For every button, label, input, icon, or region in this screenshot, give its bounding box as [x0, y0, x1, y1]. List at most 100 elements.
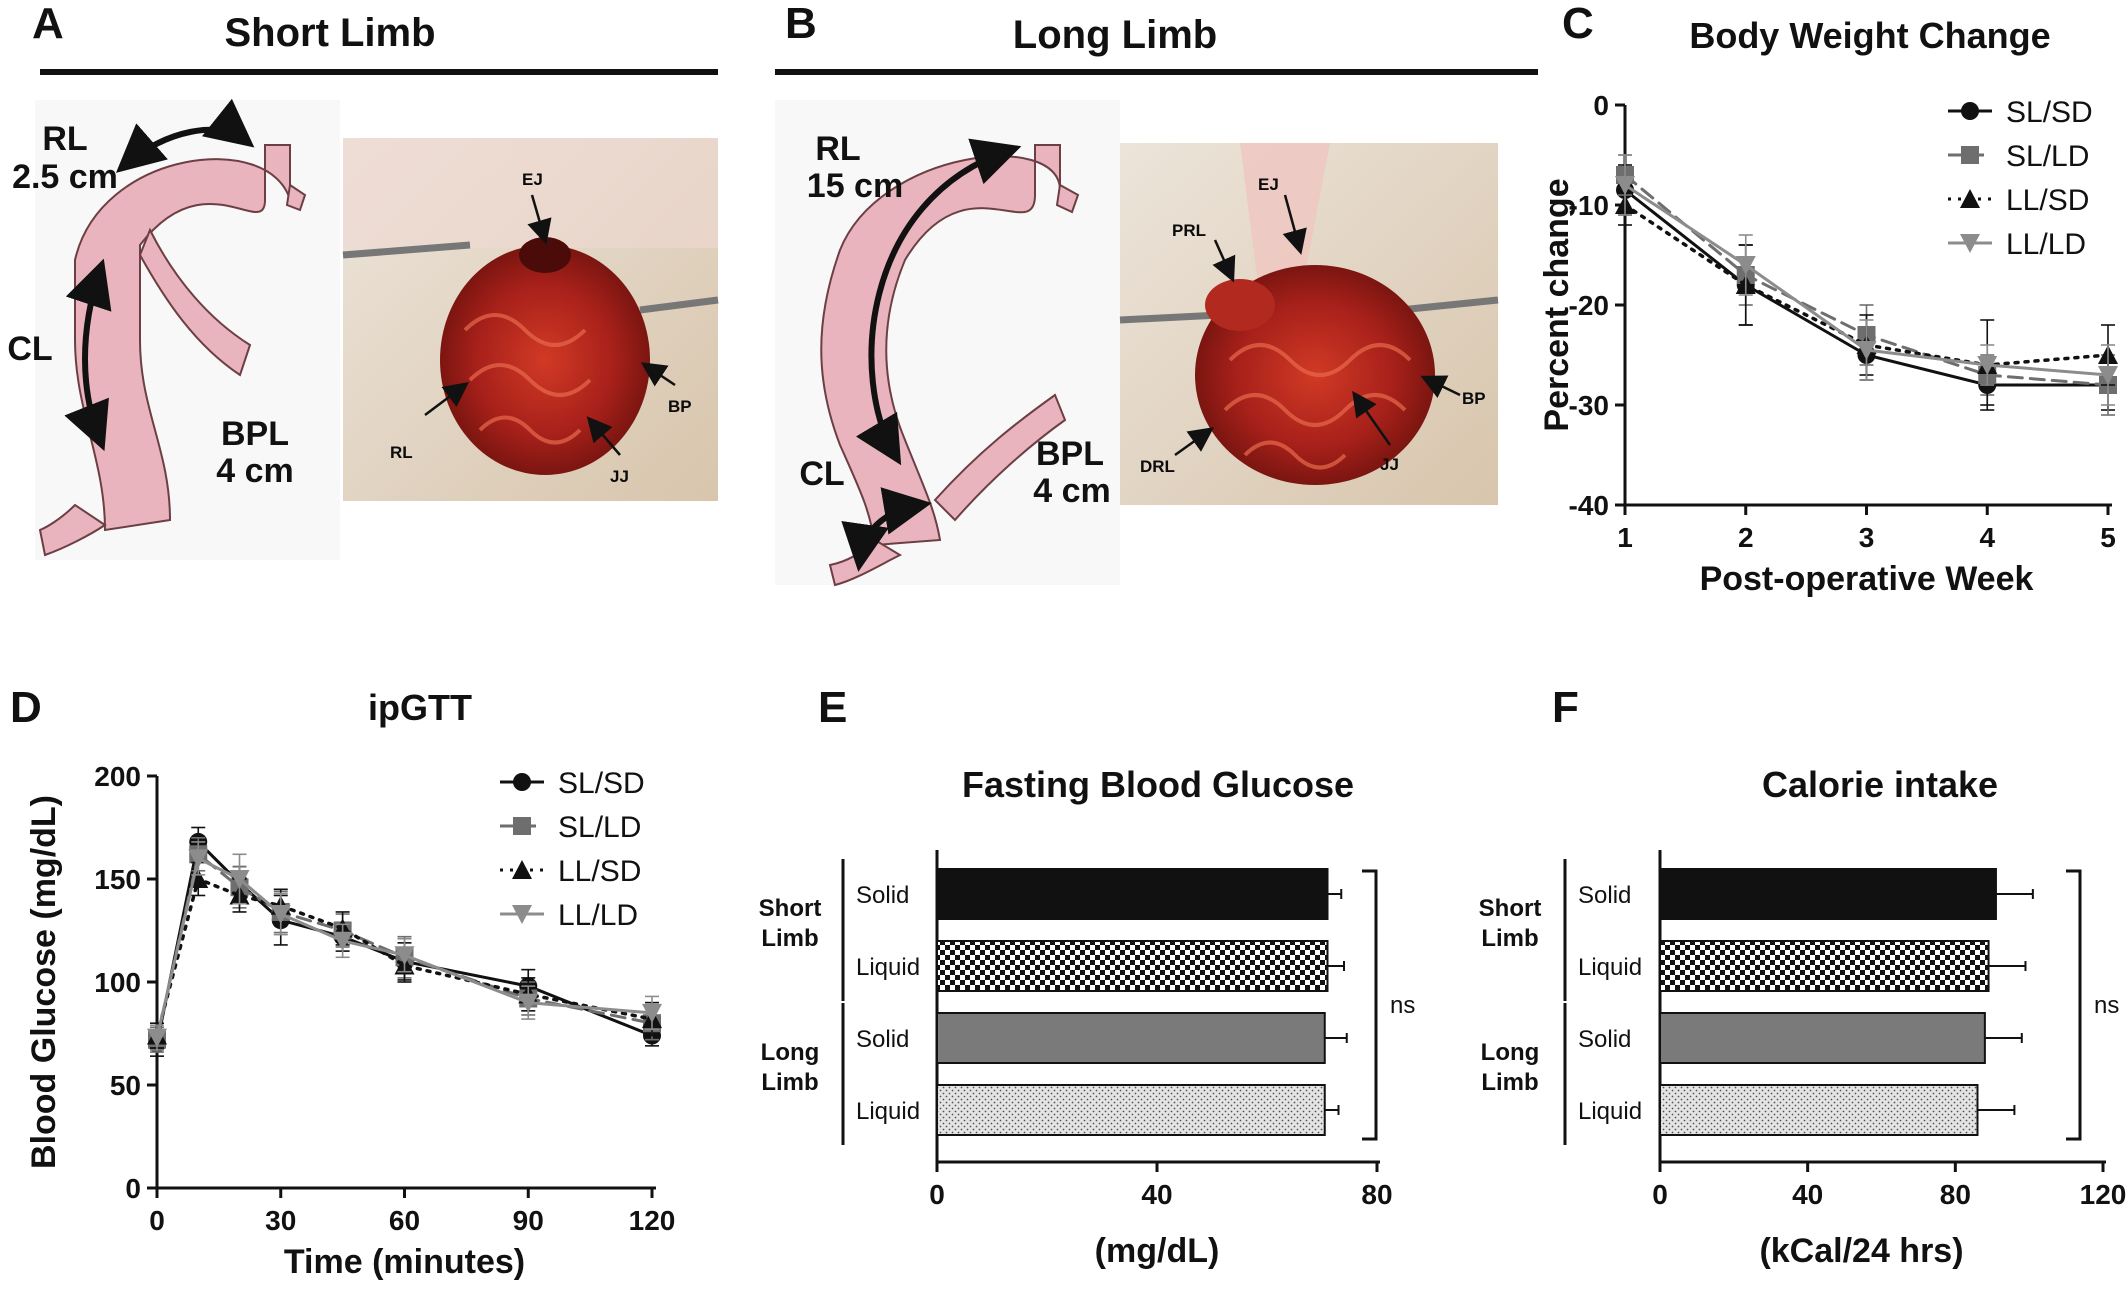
series-ll-ld — [147, 841, 662, 1051]
rl-length-label: 2.5 cm — [12, 158, 118, 196]
intestine-loop-2 — [468, 363, 592, 397]
legend-marker — [512, 905, 532, 924]
legend-label: LL/LD — [2006, 228, 2086, 261]
y-tick-label: -20 — [1569, 290, 1609, 321]
bp-pointer — [640, 362, 676, 387]
category-label: Liquid — [856, 1098, 920, 1125]
legend-marker — [513, 773, 531, 791]
stomach-pouch-long — [1055, 183, 1080, 214]
photo-label-ej-b: EJ — [1258, 175, 1279, 194]
legend-label: LL/SD — [2006, 184, 2089, 217]
category-label: Solid — [1578, 1026, 1631, 1053]
x-tick-label: 2 — [1738, 522, 1754, 553]
x-tick-label: 40 — [1792, 1179, 1823, 1210]
bar-group-1: Solid — [856, 868, 1343, 920]
legend-entry-sl-sd: SL/SD — [500, 767, 645, 800]
panel-a-title: Short Limb — [224, 11, 435, 55]
data-point-ll-ld — [188, 849, 209, 869]
x-axis-title: Time (minutes) — [284, 1243, 525, 1281]
rl-pointer — [424, 382, 469, 416]
bar-group-3: Solid — [1578, 1012, 2023, 1064]
photo-label-jj-b: JJ — [1380, 455, 1399, 474]
bar-short-limb-liquid — [936, 940, 1329, 992]
category-label: Solid — [1578, 882, 1631, 909]
bp-pointer-b — [1420, 375, 1461, 398]
x-tick-label: 1 — [1617, 522, 1633, 553]
bar-group-4: Liquid — [1578, 1084, 2016, 1136]
series-line-ll-sd — [155, 876, 654, 1038]
y-axis-title: Blood Glucose (mg/dL) — [25, 795, 63, 1169]
x-tick-label: 90 — [513, 1205, 544, 1236]
x-axis-title: Post-operative Week — [1700, 560, 2034, 598]
significance-bracket — [2066, 869, 2082, 1141]
panel-letter-c: C — [1562, 0, 1594, 48]
panel-letter-a: A — [32, 0, 64, 48]
chart-ipgtt: 0 50 100 150 200 0 30 60 90 120 ipGTT Time (minutes… — [25, 687, 675, 1281]
y-tick-label: -40 — [1569, 490, 1609, 521]
photo-label-prl-b: PRL — [1172, 221, 1206, 240]
retractor-left — [342, 241, 471, 259]
x-tick-label: 0 — [149, 1205, 165, 1236]
group-label-long-limb: Long — [1481, 1039, 1540, 1066]
chart-title: Calorie intake — [1762, 764, 1998, 805]
legend-label: SL/LD — [558, 811, 641, 844]
data-point-ll-ld — [394, 946, 415, 966]
panel-b: B Long Limb RL 15 cm CL BPL 4 cm — [775, 0, 1538, 587]
x-tick-label: 40 — [1141, 1179, 1172, 1210]
data-point-ll-ld — [1735, 256, 1756, 275]
cl-label-b: CL — [799, 455, 844, 493]
category-label: Liquid — [1578, 1098, 1642, 1125]
bar-short-limb-solid — [936, 868, 1329, 920]
panel-letter-e: E — [818, 683, 847, 732]
cl-length-arrow-long — [841, 487, 932, 572]
y-tick-label: 100 — [94, 967, 141, 998]
legend-marker — [1960, 234, 1980, 253]
y-axis-title: Percent change — [1538, 178, 1576, 431]
y-tick-label: -10 — [1569, 190, 1609, 221]
jejunal-anastomosis — [519, 237, 571, 273]
x-tick-label: 0 — [929, 1179, 945, 1210]
intestine-loop-1 — [463, 313, 587, 347]
data-point-ll-ld — [1977, 356, 1998, 375]
bar-long-limb-solid — [1659, 1012, 1986, 1064]
x-axis-title: (kCal/24 hrs) — [1759, 1232, 1963, 1270]
x-tick-label: 60 — [389, 1205, 420, 1236]
data-point-ll-ld — [642, 1003, 662, 1023]
panel-a: A Short Limb RL 2.5 cm CL BPL 4 cm — [7, 0, 719, 560]
intestine-loop-3 — [478, 415, 582, 445]
biliopancreatic-limb-segment — [138, 227, 252, 377]
group-label-long-limb: Limb — [1481, 1069, 1538, 1096]
jj-pointer-b — [1352, 390, 1392, 446]
x-tick-label: 120 — [629, 1205, 676, 1236]
photo-label-drl-b: DRL — [1140, 457, 1175, 476]
data-point-ll-ld — [1856, 341, 1877, 360]
bar-group-3: Solid — [856, 1012, 1348, 1064]
drl-pointer-b — [1174, 427, 1215, 457]
legend-entry-sl-ld: SL/LD — [1948, 140, 2089, 173]
common-limb-segment — [38, 503, 107, 557]
series-ll-ld — [1615, 154, 2118, 406]
chart-fasting-blood-glucose: Fasting Blood Glucose 0 40 80 (mg/dL) Solid Li… — [759, 764, 1416, 1270]
data-point-ll-ld — [270, 905, 291, 925]
intestine-upper-loop-b — [1205, 279, 1275, 331]
photo-esophagus-b — [1240, 143, 1330, 300]
y-tick-label: -30 — [1569, 390, 1609, 421]
legend-entry-ll-ld: LL/LD — [500, 899, 638, 932]
bar-long-limb-liquid — [936, 1084, 1326, 1136]
photo-retracted-skin — [343, 138, 718, 248]
legend-label: LL/SD — [558, 855, 641, 888]
data-point-ll-ld — [229, 870, 250, 889]
rl-length-arrow — [115, 98, 255, 173]
bar-group-2: Liquid — [1578, 940, 2027, 992]
panel-letter-d: D — [10, 683, 42, 732]
chart-title: Fasting Blood Glucose — [962, 764, 1354, 805]
panel-letter-b: B — [785, 0, 817, 48]
y-tick-label: 150 — [94, 864, 141, 895]
photo-label-jj: JJ — [610, 467, 629, 486]
x-tick-label: 4 — [1979, 522, 1995, 553]
legend-label: SL/SD — [2006, 96, 2093, 129]
photo-label-rl: RL — [390, 443, 413, 462]
bpl-label-b: BPL — [1036, 435, 1104, 473]
bar-group-2: Liquid — [856, 940, 1345, 992]
legend-marker — [512, 860, 532, 879]
